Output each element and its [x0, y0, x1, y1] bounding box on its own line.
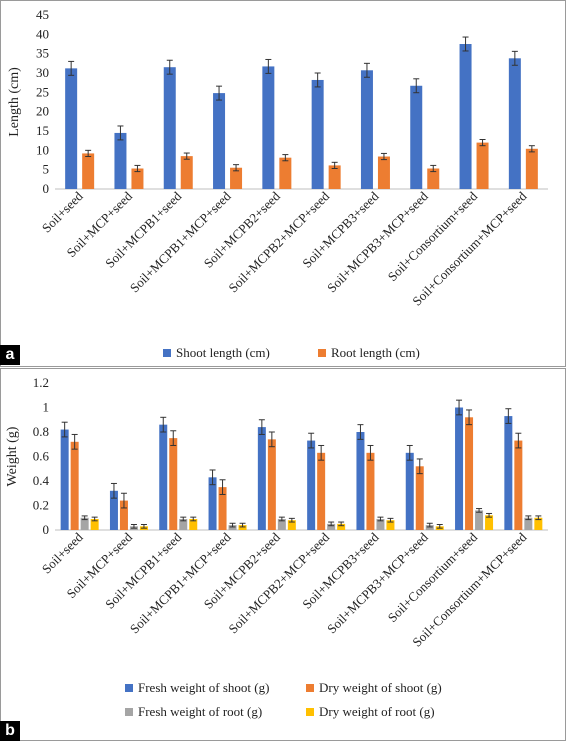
chart-a-bar: [230, 167, 243, 189]
chart-a-bar: [163, 67, 176, 189]
chart-b-bar: [504, 416, 513, 530]
chart-b-legend-swatch: [125, 708, 133, 716]
chart-b-legend-label: Dry weight of shoot (g): [319, 680, 442, 695]
chart-a-bar: [328, 165, 341, 189]
chart-b-bar: [534, 517, 543, 530]
chart-b-bar: [514, 440, 523, 530]
chart-a-bar: [82, 153, 95, 189]
chart-b-bar: [238, 525, 247, 530]
chart-a-bar: [476, 142, 489, 189]
chart-a-y-tick-label: 45: [36, 7, 49, 22]
chart-a-legend-label: Shoot length (cm): [176, 345, 270, 360]
chart-b-bar: [189, 518, 198, 530]
chart-b-bar: [169, 438, 178, 530]
chart-a-y-tick-label: 20: [36, 104, 49, 119]
chart-a-bar: [262, 66, 275, 189]
chart-a-y-tick-label: 35: [36, 46, 49, 61]
chart-b-y-tick-label: 0.6: [33, 449, 50, 464]
chart-b-legend-label: Dry weight of root (g): [319, 704, 435, 719]
chart-b-bar: [465, 417, 474, 530]
chart-b-y-tick-label: 0.8: [33, 424, 49, 439]
chart-a-legend-swatch: [163, 349, 171, 357]
chart-a-bar: [131, 168, 144, 189]
chart-b-bar: [386, 520, 395, 530]
chart-b-bar: [307, 440, 316, 530]
chart-b-bar: [366, 452, 375, 530]
chart-b-bar: [485, 515, 494, 530]
chart-b-bar: [179, 518, 188, 530]
chart-b-bar: [277, 518, 286, 530]
chart-a-y-axis-label: Length (cm): [7, 67, 22, 137]
chart-a-bar: [311, 79, 324, 189]
chart-a-y-tick-label: 5: [43, 162, 50, 177]
chart-b-legend-swatch: [306, 684, 314, 692]
chart-a-y-tick-label: 30: [36, 65, 49, 80]
chart-b-bar: [267, 439, 276, 530]
chart-b-legend-label: Fresh weight of shoot (g): [138, 680, 269, 695]
chart-b-category-label: Soil+Consortium+seed: [385, 529, 481, 625]
chart-b-bar: [109, 490, 118, 530]
chart-b-bar: [327, 523, 336, 530]
chart-b-bar: [80, 517, 89, 530]
panel-label-a: a: [0, 345, 20, 365]
panel-label-b: b: [0, 721, 20, 741]
chart-a-category-label: Soil+Consortium+seed: [385, 188, 481, 284]
chart-b-bar: [159, 424, 168, 530]
chart-b-bar: [415, 466, 424, 530]
chart-a-legend-swatch: [318, 349, 326, 357]
chart-b-bar: [405, 452, 414, 530]
chart-a-bar: [459, 44, 472, 189]
chart-a-bar: [360, 70, 373, 189]
chart-b-y-tick-label: 0.4: [33, 473, 50, 488]
chart-b-y-tick-label: 1: [43, 400, 50, 415]
chart-a-bar: [377, 156, 390, 189]
chart-a-y-tick-label: 25: [36, 84, 49, 99]
chart-b-bar: [90, 518, 99, 530]
chart-a-y-tick-label: 10: [36, 142, 49, 157]
chart-b-y-tick-label: 0.2: [33, 498, 49, 513]
chart-b-bar: [475, 510, 484, 530]
chart-a-y-tick-label: 15: [36, 123, 49, 138]
chart-b-y-tick-label: 0: [43, 522, 50, 537]
chart-b-legend-label: Fresh weight of root (g): [138, 704, 262, 719]
chart-b-bar: [376, 518, 385, 530]
chart-b-bar: [337, 523, 346, 530]
chart-a-y-tick-label: 0: [43, 181, 50, 196]
chart-b-legend-swatch: [125, 684, 133, 692]
chart-a-bar: [114, 132, 127, 189]
chart-a-bar: [525, 148, 538, 189]
chart-b-bar: [287, 520, 296, 530]
chart-b-y-axis-label: Weight (g): [5, 426, 20, 486]
chart-b-bar: [524, 517, 533, 530]
chart-b-bar: [425, 525, 434, 530]
chart-b-y-tick-label: 1.2: [33, 375, 49, 390]
chart-a-bar: [508, 58, 521, 189]
chart-b-bar: [119, 500, 128, 530]
chart-b-bar: [356, 432, 365, 530]
chart-b-bar: [60, 429, 69, 530]
chart-a-bar: [410, 85, 423, 189]
chart-b-bar: [317, 452, 326, 530]
chart-a-bar: [427, 168, 440, 189]
chart-b-bar: [455, 407, 464, 530]
chart-b-legend-swatch: [306, 708, 314, 716]
chart-b-bar: [257, 427, 266, 530]
chart-b-bar: [228, 525, 237, 530]
chart-a-bar: [65, 68, 78, 189]
chart-a-y-tick-label: 40: [36, 26, 49, 41]
chart-b-bar: [208, 477, 217, 530]
chart-a-legend-label: Root length (cm): [331, 345, 420, 360]
chart-a-bar: [213, 93, 226, 189]
chart-b-bar: [70, 441, 79, 530]
chart-a-bar: [180, 156, 193, 189]
chart-a-bar: [279, 157, 292, 189]
chart-b-bar: [218, 487, 227, 530]
